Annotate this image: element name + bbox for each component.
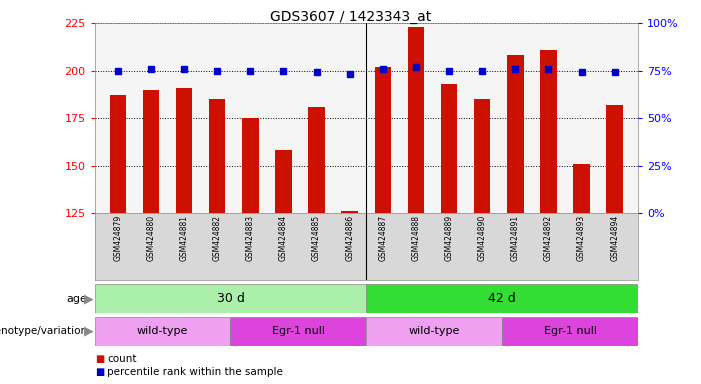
Bar <box>209 99 226 213</box>
Bar <box>606 105 623 213</box>
Text: genotype/variation: genotype/variation <box>0 326 88 336</box>
Text: GSM424888: GSM424888 <box>411 215 421 261</box>
Text: wild-type: wild-type <box>137 326 189 336</box>
Bar <box>231 317 367 346</box>
Bar <box>408 27 424 213</box>
Bar <box>374 67 391 213</box>
Text: wild-type: wild-type <box>409 326 460 336</box>
Bar <box>366 317 502 346</box>
Bar <box>109 95 126 213</box>
Text: GSM424890: GSM424890 <box>477 215 486 262</box>
Bar <box>143 89 159 213</box>
Bar <box>275 151 292 213</box>
Text: GSM424894: GSM424894 <box>611 215 619 262</box>
Text: GSM424882: GSM424882 <box>212 215 222 261</box>
Text: ■: ■ <box>95 367 104 377</box>
Bar <box>474 99 491 213</box>
Text: GSM424880: GSM424880 <box>147 215 156 261</box>
Bar <box>573 164 590 213</box>
Bar <box>441 84 457 213</box>
Text: Egr-1 null: Egr-1 null <box>543 326 597 336</box>
Text: GSM424893: GSM424893 <box>577 215 586 262</box>
Bar <box>308 107 325 213</box>
Bar <box>507 55 524 213</box>
Text: Egr-1 null: Egr-1 null <box>272 326 325 336</box>
Bar <box>95 317 231 346</box>
Text: GDS3607 / 1423343_at: GDS3607 / 1423343_at <box>270 10 431 23</box>
Text: GSM424883: GSM424883 <box>246 215 255 261</box>
Text: GSM424891: GSM424891 <box>511 215 520 261</box>
Text: GSM424886: GSM424886 <box>345 215 354 261</box>
Bar <box>176 88 192 213</box>
Text: count: count <box>107 354 137 364</box>
Bar <box>366 284 638 313</box>
Text: GSM424889: GSM424889 <box>444 215 454 261</box>
Bar <box>242 118 259 213</box>
Text: GSM424884: GSM424884 <box>279 215 288 261</box>
Text: GSM424885: GSM424885 <box>312 215 321 261</box>
Text: GSM424892: GSM424892 <box>544 215 553 261</box>
Text: GSM424881: GSM424881 <box>179 215 189 261</box>
Text: GSM424879: GSM424879 <box>114 215 122 262</box>
Text: age: age <box>67 293 88 304</box>
Text: percentile rank within the sample: percentile rank within the sample <box>107 367 283 377</box>
Bar <box>502 317 638 346</box>
Bar <box>95 284 366 313</box>
Text: GSM424887: GSM424887 <box>379 215 388 261</box>
Bar <box>341 211 358 213</box>
Bar <box>540 50 557 213</box>
Text: 30 d: 30 d <box>217 292 245 305</box>
Text: ▶: ▶ <box>83 325 93 338</box>
Text: ▶: ▶ <box>83 292 93 305</box>
Text: 42 d: 42 d <box>488 292 516 305</box>
Text: ■: ■ <box>95 354 104 364</box>
